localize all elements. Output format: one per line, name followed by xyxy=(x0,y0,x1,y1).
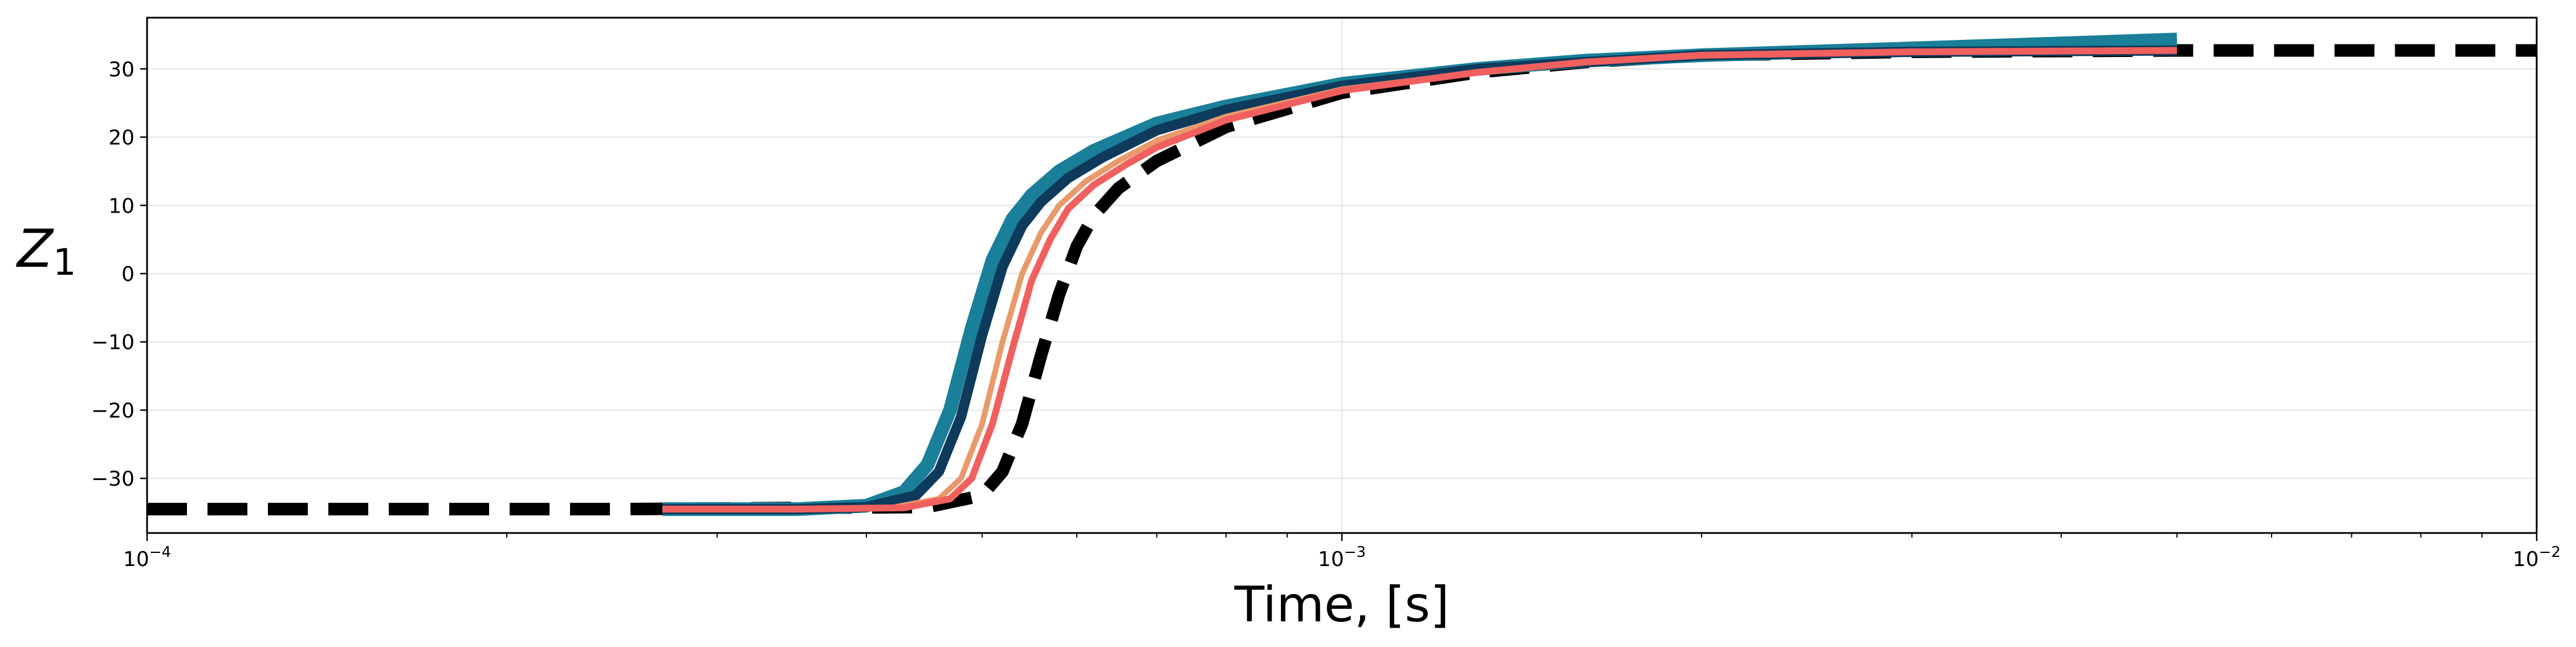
y-tick-label: −20 xyxy=(91,399,135,422)
x-axis-label: Time, [s] xyxy=(1234,576,1449,633)
series-lines xyxy=(147,32,2537,516)
y-axis-label-main: Z xyxy=(15,218,54,279)
y-tick-label: 0 xyxy=(121,263,135,286)
y-tick-label: 10 xyxy=(108,194,135,218)
y-axis-label-subscript: 1 xyxy=(53,242,76,284)
x-tick-label: 10−4 xyxy=(123,544,171,571)
y-tick-label: 20 xyxy=(108,127,135,150)
x-tick-label: 10−3 xyxy=(1318,544,1366,571)
series-line xyxy=(662,47,2178,513)
axis-ticks: 30 20 10 0 −10 −20 −30 10−4 10−3 10−2 xyxy=(91,58,2561,571)
x-tick-label: 10−2 xyxy=(2513,544,2561,571)
y-tick-label: −30 xyxy=(91,467,135,491)
y-tick-label: −10 xyxy=(91,331,135,355)
y-tick-label: 30 xyxy=(108,58,135,82)
y-axis-label: Z1 xyxy=(15,218,76,284)
